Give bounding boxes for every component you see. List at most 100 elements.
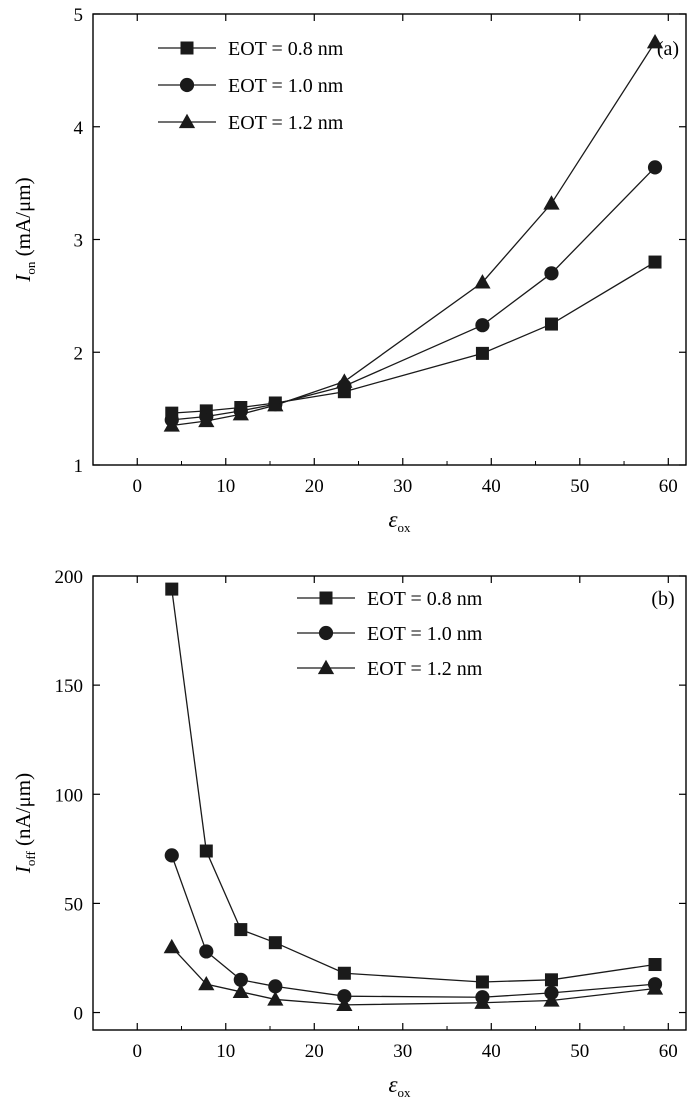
data-point-triangle <box>198 412 215 428</box>
legend-label: EOT = 1.0 nm <box>228 75 344 97</box>
x-tick-label: 10 <box>216 1041 235 1062</box>
data-point-triangle <box>267 991 284 1006</box>
series-line <box>171 261 656 414</box>
series-line <box>171 589 656 983</box>
x-tick-label: 40 <box>482 476 501 497</box>
series-line <box>171 855 656 998</box>
data-point-triangle <box>163 417 180 432</box>
y-axis-label-subscript: on <box>23 261 38 275</box>
series-circle <box>164 160 663 427</box>
y-axis-label-symbol: I <box>11 274 35 283</box>
data-point-triangle <box>646 980 664 995</box>
data-point-circle <box>647 160 663 175</box>
legend-marker-triangle <box>317 659 335 675</box>
data-point-square <box>199 844 213 858</box>
legend-label: EOT = 1.2 nm <box>228 112 344 134</box>
data-point-square <box>648 958 662 972</box>
y-axis-label-unit: (mA/μm) <box>11 177 35 261</box>
y-tick-label: 150 <box>55 676 84 697</box>
legend-label: EOT = 1.0 nm <box>367 623 483 645</box>
x-tick-label: 40 <box>482 1041 501 1062</box>
data-point-circle <box>164 848 179 863</box>
chart-panel-b: 0 10 20 30 40 50 60 0 50 100 150 200 Ioff (nA/μm) εox… <box>11 567 687 1100</box>
legend-marker-circle <box>179 77 195 93</box>
panel-label: (b) <box>651 588 674 610</box>
series-line <box>171 41 656 427</box>
series-line <box>171 946 656 1006</box>
data-point-square <box>648 255 662 269</box>
data-point-square <box>544 973 558 987</box>
legend-entry: EOT = 1.2 nm <box>297 658 483 680</box>
legend-marker-square <box>180 41 194 55</box>
y-axis-label: Ion (mA/μm) <box>11 177 38 282</box>
x-axis-label: εox <box>388 1072 411 1100</box>
x-axis-label-subscript: ox <box>398 1085 412 1100</box>
x-tick-label: 50 <box>570 476 589 497</box>
x-axis-label: εox <box>388 507 411 535</box>
legend-label: EOT = 0.8 nm <box>367 588 483 610</box>
y-tick-label: 1 <box>74 456 84 477</box>
legend-entry: EOT = 0.8 nm <box>297 588 483 610</box>
x-tick-label: 0 <box>133 1041 143 1062</box>
series-line <box>171 166 656 421</box>
x-tick-label: 10 <box>216 476 235 497</box>
data-point-triangle <box>163 938 180 954</box>
series-triangle <box>163 938 664 1012</box>
data-point-triangle <box>543 195 560 210</box>
legend-entry: EOT = 0.8 nm <box>158 38 344 60</box>
data-point-triangle <box>198 975 215 991</box>
y-tick-label: 2 <box>74 343 84 364</box>
x-tick-label: 50 <box>570 1041 589 1062</box>
x-tick-label: 60 <box>659 476 678 497</box>
x-axis-label-subscript: ox <box>398 520 412 535</box>
y-axis-label-unit: (nA/μm) <box>11 773 35 851</box>
y-tick-label: 3 <box>74 231 84 252</box>
x-axis-label-symbol: ε <box>388 507 398 532</box>
x-tick-label: 20 <box>305 1041 324 1062</box>
data-point-square <box>268 936 282 950</box>
data-point-triangle <box>232 406 249 421</box>
data-point-triangle <box>336 373 353 388</box>
data-point-square <box>475 975 489 989</box>
legend-entry: EOT = 1.2 nm <box>158 112 344 134</box>
data-point-square <box>544 317 558 331</box>
panel-label: (a) <box>657 38 679 60</box>
y-axis-label-subscript: off <box>23 851 38 867</box>
legend-entry: EOT = 1.0 nm <box>297 623 483 645</box>
data-point-triangle <box>232 983 249 998</box>
plot-frame <box>92 575 687 1031</box>
y-tick-label: 5 <box>74 5 84 26</box>
x-tick-label: 30 <box>393 476 412 497</box>
series-square <box>165 255 662 420</box>
series-triangle <box>163 33 664 432</box>
y-tick-label: 0 <box>74 1004 84 1025</box>
data-point-circle <box>268 979 283 994</box>
y-tick-label: 200 <box>55 567 84 588</box>
x-tick-label: 30 <box>393 1041 412 1062</box>
x-axis-label-symbol: ε <box>388 1072 398 1097</box>
data-point-triangle <box>646 33 664 49</box>
data-point-square <box>234 923 248 937</box>
legend-label: EOT = 0.8 nm <box>228 38 344 60</box>
y-axis-label: Ioff (nA/μm) <box>11 773 38 874</box>
x-tick-label: 60 <box>659 1041 678 1062</box>
legend-label: EOT = 1.2 nm <box>367 658 483 680</box>
y-axis-label-symbol: I <box>11 865 35 874</box>
data-point-triangle <box>474 274 491 289</box>
data-point-circle <box>337 989 352 1004</box>
data-point-triangle <box>267 397 284 412</box>
data-point-circle <box>475 318 490 333</box>
chart-panel-a: 0 10 20 30 40 50 60 1 2 3 4 5 Ion (mA/μm) εox (a) EOT =… <box>11 5 687 535</box>
y-tick-label: 50 <box>64 894 83 915</box>
data-point-triangle <box>336 996 353 1012</box>
x-tick-label: 20 <box>305 476 324 497</box>
data-point-triangle <box>474 994 491 1009</box>
y-tick-label: 4 <box>74 118 84 139</box>
data-point-triangle <box>543 992 560 1007</box>
series-square <box>165 582 662 989</box>
y-tick-label: 100 <box>55 785 84 806</box>
data-point-circle <box>233 972 248 987</box>
data-point-circle <box>544 266 559 281</box>
legend-marker-circle <box>318 625 334 641</box>
